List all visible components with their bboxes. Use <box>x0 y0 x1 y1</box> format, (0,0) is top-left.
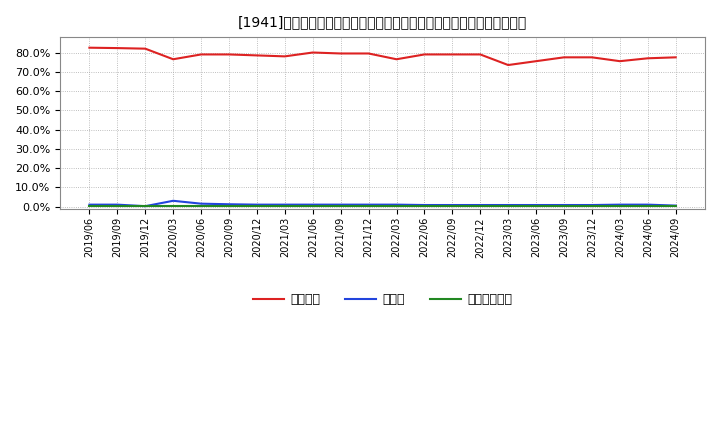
のれん <box>253 202 261 207</box>
自己資本 <box>113 45 122 51</box>
自己資本 <box>253 53 261 58</box>
Title: [1941]　自己資本、のれん、繰延税金資産の総資産に対する比率の推移: [1941] 自己資本、のれん、繰延税金資産の総資産に対する比率の推移 <box>238 15 527 29</box>
繰延税金資産 <box>559 203 568 209</box>
自己資本 <box>392 57 401 62</box>
のれん <box>476 202 485 208</box>
繰延税金資産 <box>364 203 373 209</box>
自己資本 <box>559 55 568 60</box>
自己資本 <box>336 51 345 56</box>
Line: のれん: のれん <box>89 201 675 206</box>
自己資本 <box>281 54 289 59</box>
自己資本 <box>671 55 680 60</box>
繰延税金資産 <box>448 203 456 209</box>
のれん <box>85 202 94 207</box>
のれん <box>671 203 680 208</box>
のれん <box>336 202 345 207</box>
のれん <box>616 202 624 207</box>
のれん <box>225 202 233 207</box>
自己資本 <box>588 55 596 60</box>
Legend: 自己資本, のれん, 繰延税金資産: 自己資本, のれん, 繰延税金資産 <box>248 288 518 311</box>
自己資本 <box>420 52 428 57</box>
繰延税金資産 <box>616 203 624 209</box>
Line: 自己資本: 自己資本 <box>89 48 675 65</box>
のれん <box>113 202 122 207</box>
自己資本 <box>225 52 233 57</box>
繰延税金資産 <box>308 203 317 209</box>
繰延税金資産 <box>197 203 205 209</box>
繰延税金資産 <box>671 203 680 209</box>
のれん <box>308 202 317 207</box>
繰延税金資産 <box>141 203 150 209</box>
自己資本 <box>448 52 456 57</box>
のれん <box>420 202 428 208</box>
繰延税金資産 <box>588 203 596 209</box>
のれん <box>141 204 150 209</box>
自己資本 <box>644 55 652 61</box>
繰延税金資産 <box>336 203 345 209</box>
のれん <box>169 198 178 203</box>
繰延税金資産 <box>644 203 652 209</box>
繰延税金資産 <box>532 203 541 209</box>
自己資本 <box>141 46 150 51</box>
繰延税金資産 <box>392 203 401 209</box>
繰延税金資産 <box>504 203 513 209</box>
繰延税金資産 <box>253 203 261 209</box>
のれん <box>197 201 205 206</box>
自己資本 <box>308 50 317 55</box>
自己資本 <box>364 51 373 56</box>
のれん <box>532 202 541 208</box>
のれん <box>364 202 373 207</box>
繰延税金資産 <box>476 203 485 209</box>
繰延税金資産 <box>225 203 233 209</box>
繰延税金資産 <box>113 203 122 209</box>
繰延税金資産 <box>169 203 178 209</box>
繰延税金資産 <box>85 203 94 209</box>
のれん <box>588 202 596 208</box>
のれん <box>504 202 513 208</box>
繰延税金資産 <box>281 203 289 209</box>
自己資本 <box>197 52 205 57</box>
繰延税金資産 <box>420 203 428 209</box>
自己資本 <box>504 62 513 68</box>
自己資本 <box>85 45 94 50</box>
のれん <box>392 202 401 207</box>
自己資本 <box>532 59 541 64</box>
のれん <box>281 202 289 207</box>
自己資本 <box>169 57 178 62</box>
自己資本 <box>616 59 624 64</box>
のれん <box>448 202 456 208</box>
のれん <box>559 202 568 208</box>
自己資本 <box>476 52 485 57</box>
のれん <box>644 202 652 207</box>
